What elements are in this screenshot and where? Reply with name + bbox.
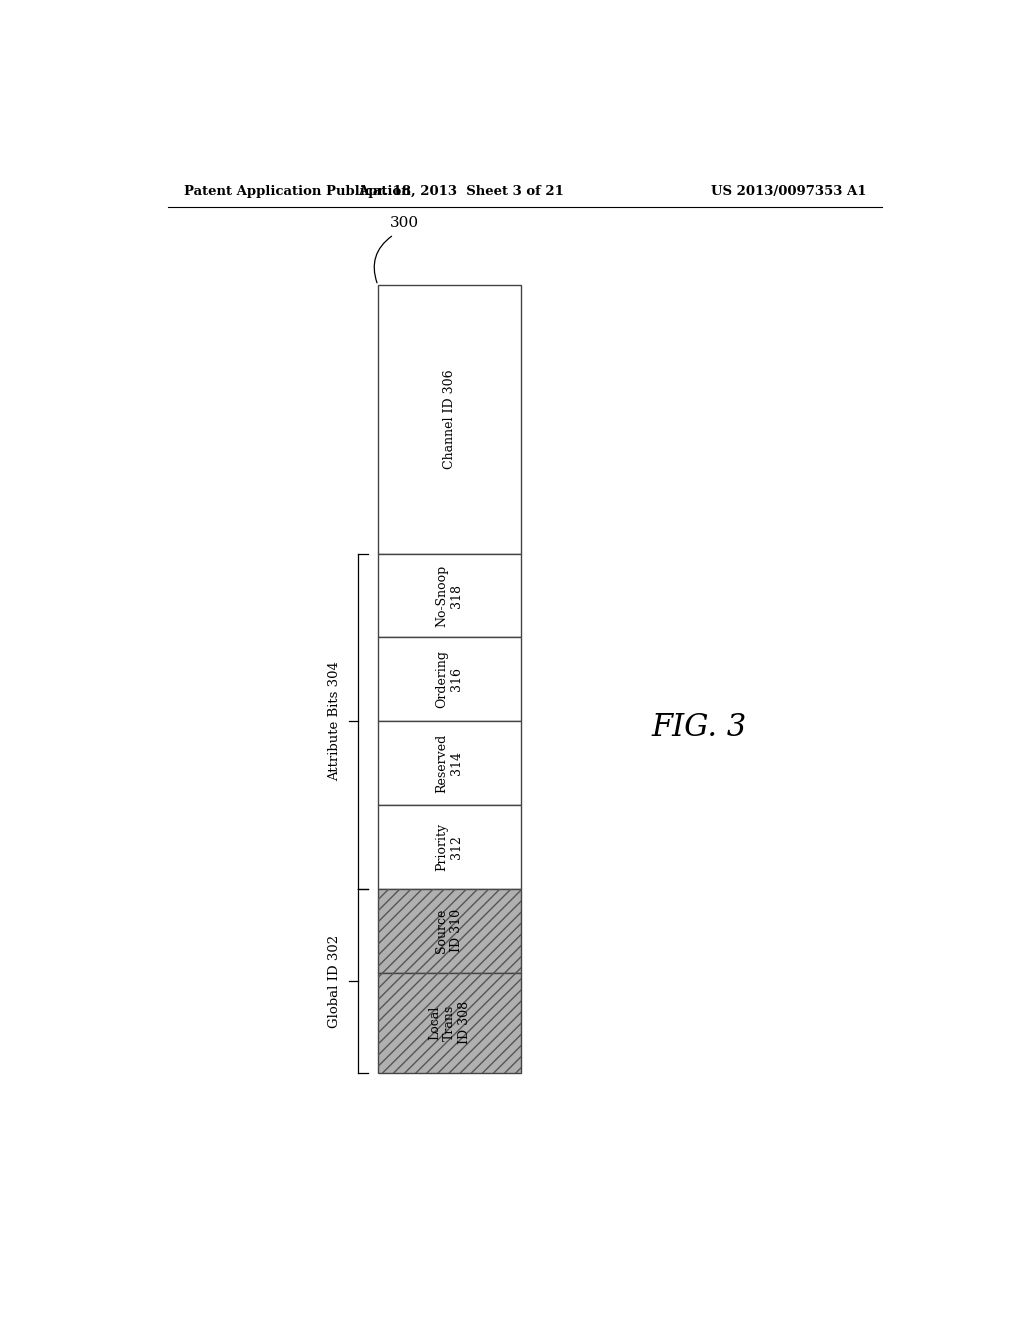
Text: Priority
312: Priority 312 <box>435 822 464 871</box>
Bar <box>378 721 521 805</box>
Text: Ordering
316: Ordering 316 <box>435 651 464 709</box>
Text: Reserved
314: Reserved 314 <box>435 734 464 793</box>
Text: Patent Application Publication: Patent Application Publication <box>183 185 411 198</box>
Text: No-Snoop
318: No-Snoop 318 <box>435 565 464 627</box>
Bar <box>378 553 521 638</box>
Bar <box>378 973 521 1073</box>
Bar <box>378 888 521 973</box>
Text: 300: 300 <box>390 215 419 230</box>
Bar <box>378 638 521 721</box>
Text: Local
Trans
ID 308: Local Trans ID 308 <box>428 1002 471 1044</box>
Text: Attribute Bits 304: Attribute Bits 304 <box>328 661 341 781</box>
Text: Channel ID 306: Channel ID 306 <box>443 370 456 470</box>
Text: Apr. 18, 2013  Sheet 3 of 21: Apr. 18, 2013 Sheet 3 of 21 <box>358 185 564 198</box>
Bar <box>378 888 521 973</box>
Text: Global ID 302: Global ID 302 <box>328 935 341 1027</box>
Text: US 2013/0097353 A1: US 2013/0097353 A1 <box>711 185 866 198</box>
Text: FIG. 3: FIG. 3 <box>651 711 748 743</box>
Bar <box>378 973 521 1073</box>
Text: Source
ID 310: Source ID 310 <box>435 908 464 953</box>
Bar <box>378 805 521 888</box>
Bar <box>378 285 521 553</box>
